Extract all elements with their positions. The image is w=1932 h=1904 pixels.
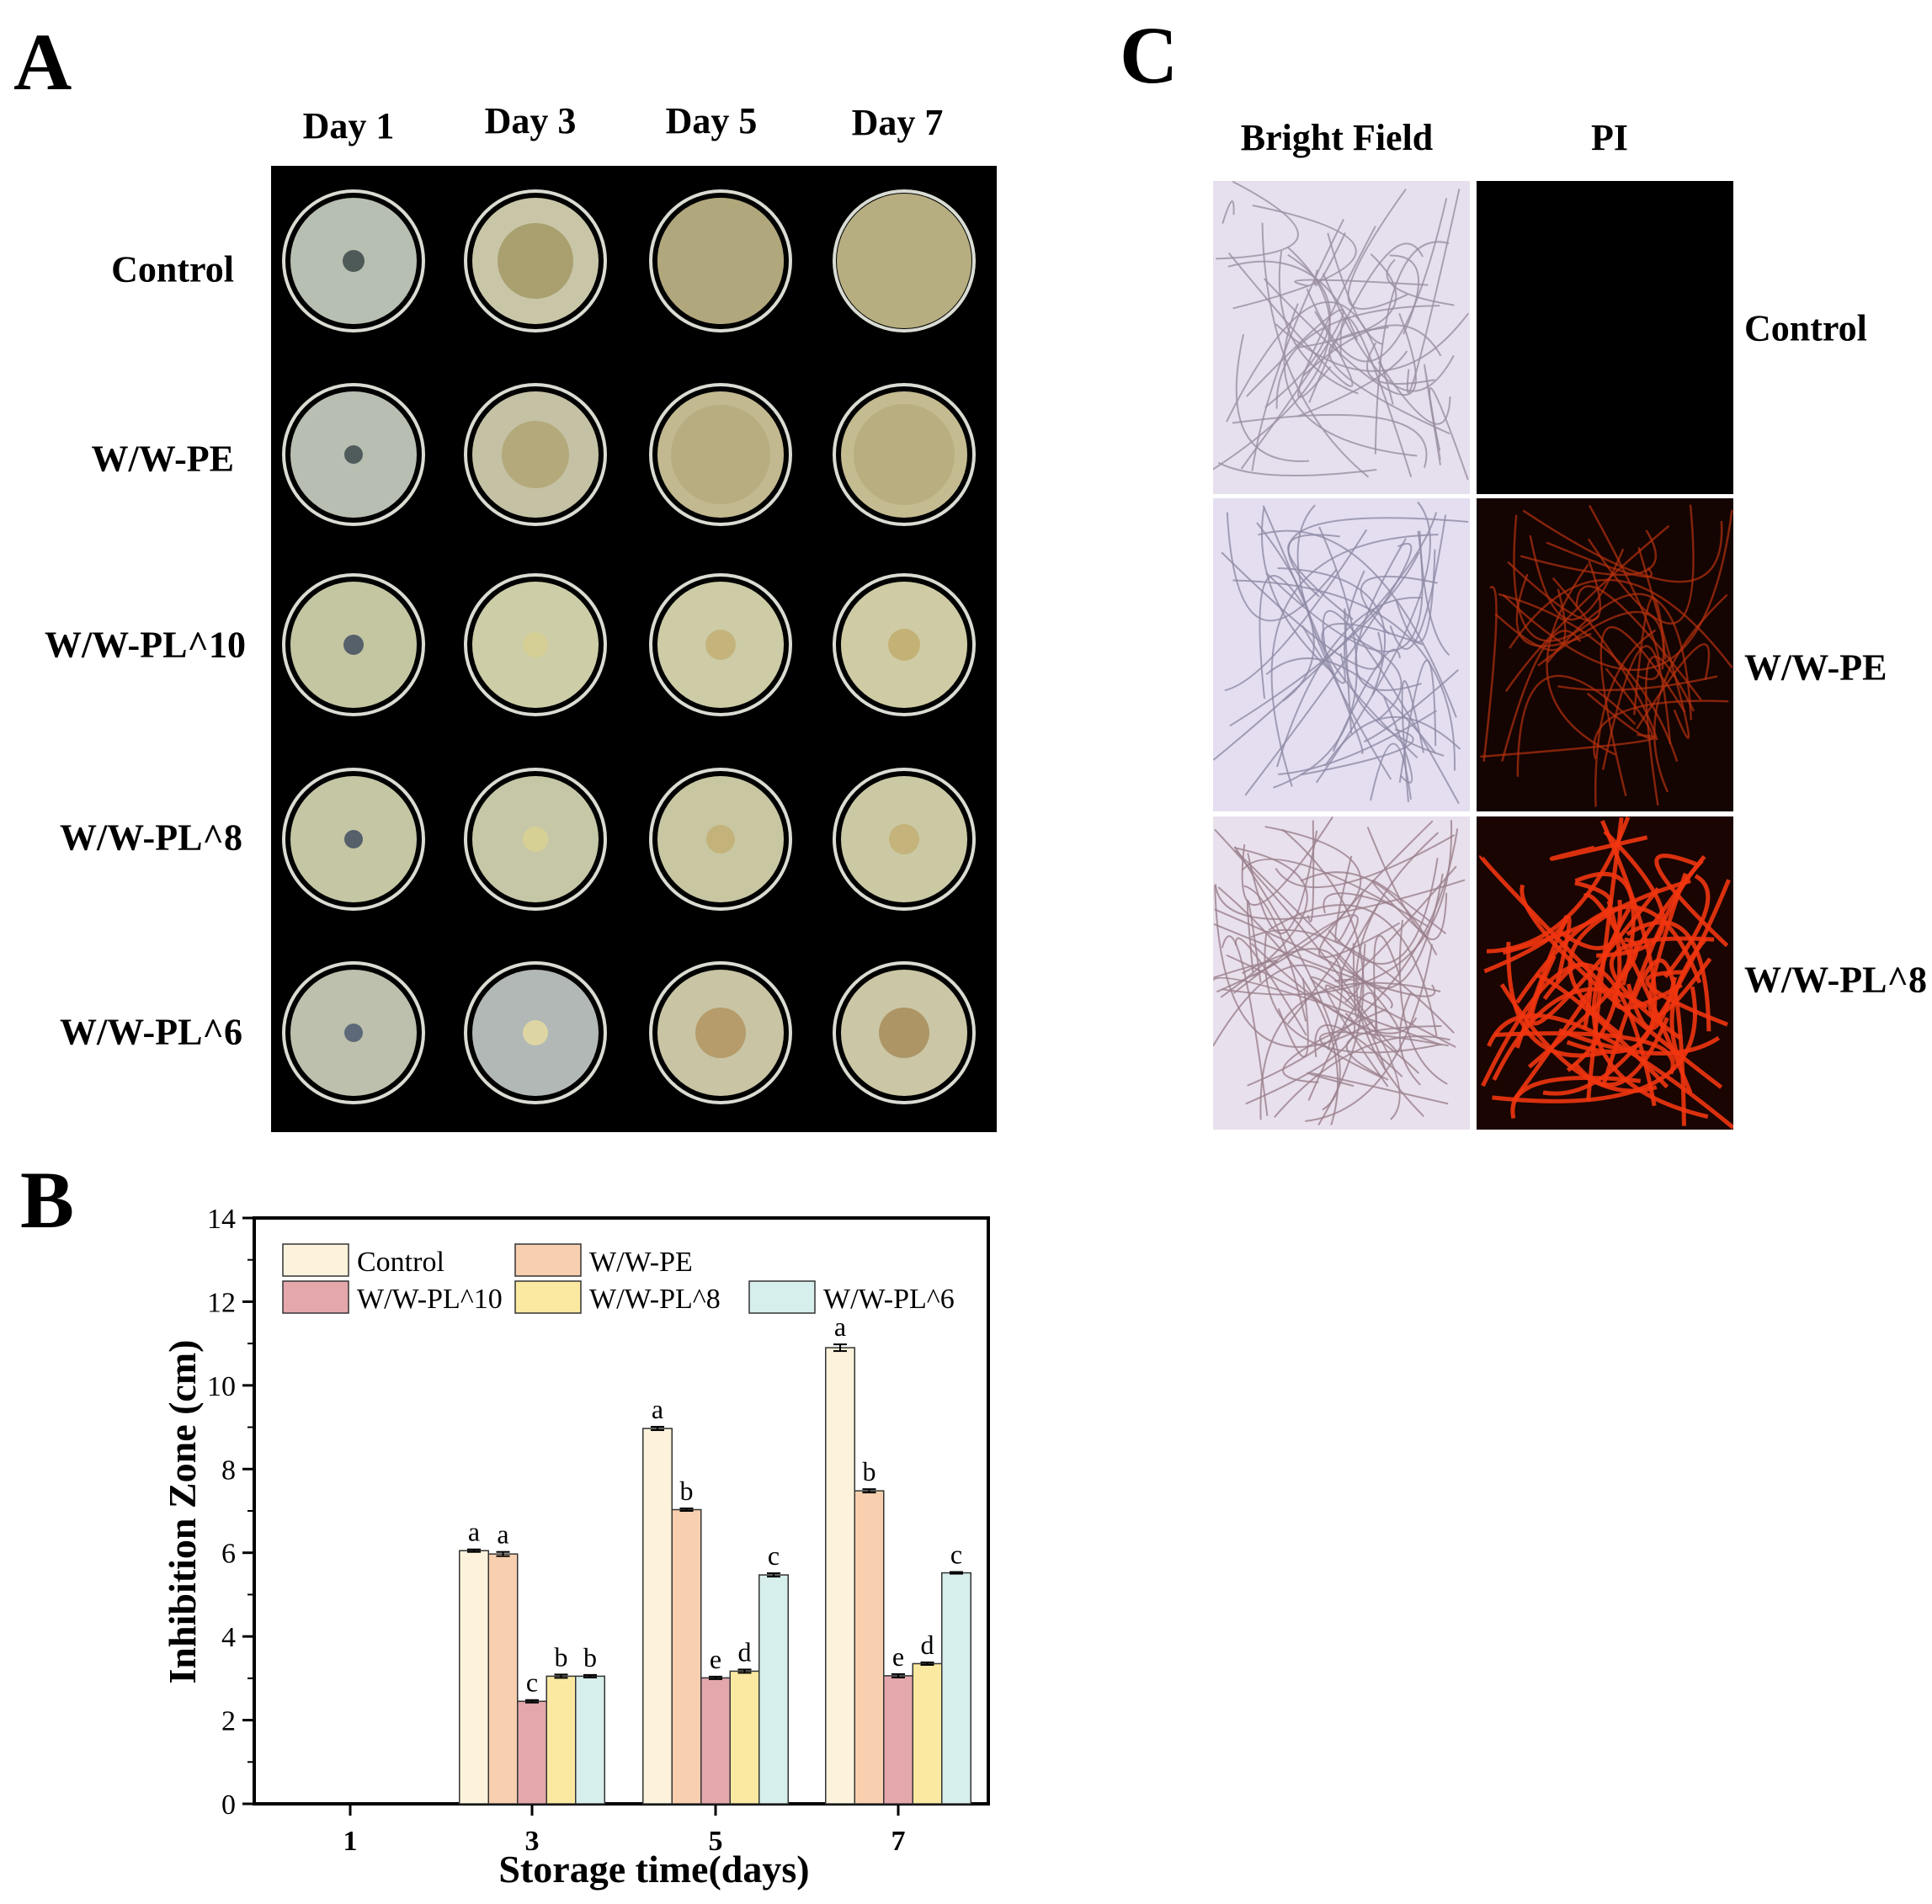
petri-dish [833, 768, 976, 911]
plate-row-label-wwpl10: W/W-PL^10 [44, 624, 246, 666]
bar [546, 1675, 577, 1805]
significance-letter: c [526, 1667, 538, 1698]
column-label-pi: PI [1591, 117, 1628, 158]
y-tick-label: 12 [207, 1287, 236, 1318]
bright-field-image-control [1213, 181, 1470, 494]
petri-dish [282, 573, 425, 716]
y-tick-label: 10 [207, 1371, 236, 1402]
x-tick-label: 3 [525, 1826, 540, 1857]
significance-letter: b [680, 1476, 694, 1506]
pi-image-wwpl8 [1477, 816, 1733, 1130]
petri-dish [833, 383, 976, 526]
petri-dish [833, 189, 976, 332]
petri-dish [464, 573, 607, 716]
legend-swatch [282, 1243, 349, 1277]
bar [729, 1670, 760, 1805]
micro-row-label-control: Control [1744, 307, 1867, 349]
y-tick-label: 4 [221, 1622, 236, 1653]
legend-label: W/W-PE [589, 1247, 693, 1278]
bar [642, 1428, 673, 1805]
y-tick-label: 2 [221, 1706, 236, 1737]
plate-row-label-control: Control [111, 248, 234, 290]
pi-image-control [1477, 181, 1733, 494]
panel-b-letter: B [20, 1155, 75, 1245]
petri-dish [282, 961, 425, 1104]
y-tick-label: 14 [207, 1204, 236, 1235]
petri-dish [833, 573, 976, 716]
significance-letter: e [892, 1641, 904, 1672]
petri-dish [282, 768, 425, 911]
petri-dish [464, 383, 607, 526]
plot-frame [253, 1216, 990, 1806]
bright-field-image-wwpl8 [1213, 816, 1470, 1130]
legend-swatch [748, 1280, 816, 1314]
day-label-3: Day 3 [484, 100, 577, 141]
micro-row-label-wwpl8: W/W-PL^8 [1744, 959, 1928, 1001]
pi-image-wwpe [1477, 498, 1733, 811]
bar [487, 1553, 519, 1805]
y-tick-label: 8 [221, 1455, 236, 1486]
bar [883, 1675, 913, 1805]
petri-dish [464, 189, 607, 332]
plate-row-label-wwpl6: W/W-PL^6 [59, 1011, 242, 1053]
significance-letter: c [768, 1540, 780, 1571]
petri-dish-photo-grid [271, 166, 997, 1132]
bar [825, 1347, 855, 1805]
day-label-7: Day 7 [851, 102, 944, 143]
y-axis-label: Inhibition Zone (cm) [161, 1340, 204, 1684]
x-tick-label: 5 [709, 1826, 723, 1857]
petri-dish [649, 189, 792, 332]
petri-dish [649, 573, 792, 716]
bar [912, 1662, 943, 1805]
panel-c-letter: C [1120, 10, 1179, 100]
legend-label: Control [357, 1247, 444, 1278]
petri-dish [464, 768, 607, 911]
legend-label: W/W-PL^6 [823, 1284, 955, 1315]
day-label-1: Day 1 [302, 105, 395, 146]
significance-letter: b [863, 1456, 876, 1487]
bar [671, 1508, 702, 1805]
bar [758, 1574, 789, 1805]
significance-letter: a [468, 1517, 480, 1547]
x-tick-label: 1 [343, 1826, 358, 1857]
column-label-bright-field: Bright Field [1240, 117, 1434, 158]
y-tick-label: 6 [221, 1539, 236, 1570]
significance-letter: d [921, 1630, 934, 1660]
significance-letter: a [834, 1311, 846, 1342]
legend-swatch [514, 1280, 582, 1314]
day-label-5: Day 5 [665, 100, 758, 141]
significance-letter: e [710, 1644, 721, 1674]
petri-dish [649, 383, 792, 526]
legend-swatch [282, 1280, 349, 1314]
bar [575, 1675, 605, 1805]
significance-letter: c [950, 1540, 962, 1570]
x-tick-label: 7 [891, 1826, 906, 1857]
bar [517, 1700, 547, 1805]
bar [459, 1550, 489, 1805]
petri-dish [464, 961, 607, 1104]
significance-letter: b [555, 1641, 568, 1672]
bar [700, 1677, 731, 1805]
significance-letter: d [738, 1636, 752, 1667]
significance-letter: b [583, 1642, 597, 1673]
x-axis-label: Storage time(days) [498, 1848, 809, 1891]
petri-dish [649, 768, 792, 911]
petri-dish [282, 383, 425, 526]
petri-dish [282, 189, 425, 332]
plate-row-label-wwpe: W/W-PE [91, 438, 234, 480]
bright-field-image-wwpe [1213, 498, 1470, 811]
significance-letter: a [497, 1519, 508, 1550]
legend-swatch [514, 1243, 582, 1277]
micro-row-label-wwpe: W/W-PE [1744, 646, 1887, 689]
bar [854, 1490, 885, 1805]
significance-letter: a [652, 1394, 663, 1424]
legend-label: W/W-PL^10 [357, 1284, 503, 1315]
legend-label: W/W-PL^8 [589, 1284, 721, 1315]
plate-row-label-wwpl8: W/W-PL^8 [59, 816, 242, 859]
petri-dish [649, 961, 792, 1104]
petri-dish [833, 961, 976, 1104]
bar [941, 1572, 971, 1805]
y-tick-label: 0 [221, 1790, 236, 1821]
panel-a-letter: A [13, 17, 72, 107]
